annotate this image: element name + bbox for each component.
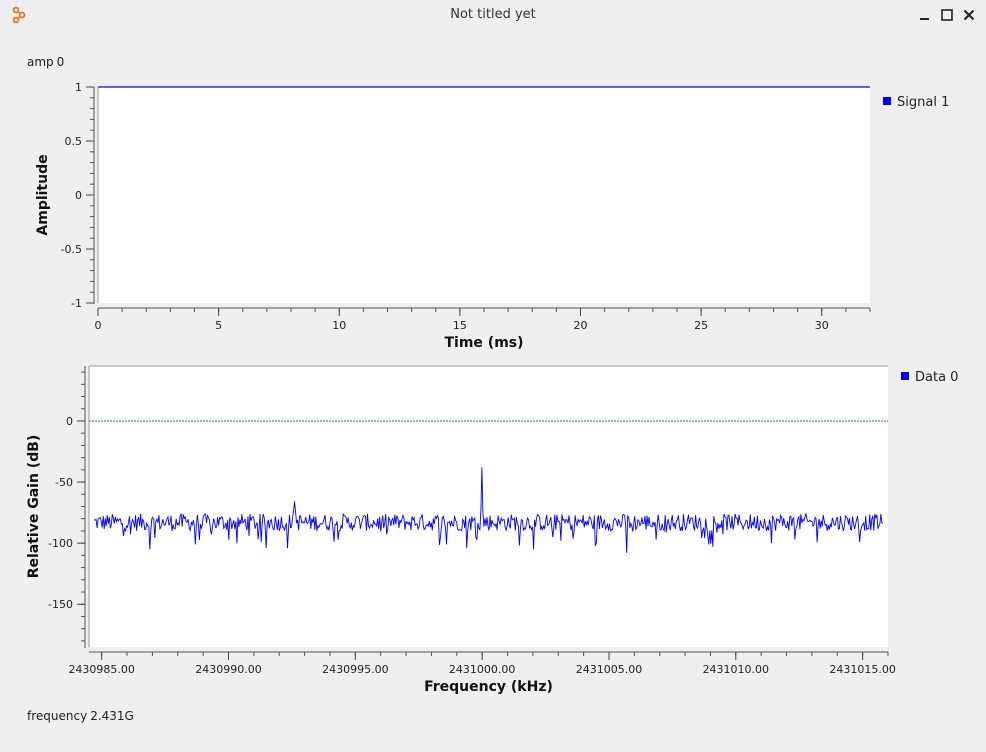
frequency-param: frequency 2.431G xyxy=(27,709,134,723)
x-tick-label: 5 xyxy=(215,319,222,332)
x-tick-label: 25 xyxy=(694,319,708,332)
time-legend: Signal 1 xyxy=(883,95,949,110)
legend-entry-data-0: Data 0 xyxy=(915,370,959,385)
freq-plot[interactable]: 0 -50 -100 -150 2430985.00 2430990.00 2430995.… xyxy=(0,360,986,700)
x-tick-label: 2430995.00 xyxy=(322,663,388,676)
x-tick-label: 2430990.00 xyxy=(195,663,261,676)
plot-area xyxy=(89,366,888,647)
x-tick-label: 2430985.00 xyxy=(68,663,134,676)
y-tick-label: 0.5 xyxy=(65,135,83,148)
x-tick-label: 15 xyxy=(453,319,467,332)
series-data-0 xyxy=(93,467,883,553)
y-axis-title: Relative Gain (dB) xyxy=(26,435,42,579)
x-tick-label: 2431015.00 xyxy=(829,663,895,676)
amp-label: amp xyxy=(27,55,54,69)
y-tick-label: -1 xyxy=(71,297,82,310)
freq-plot-canvas[interactable]: 0 -50 -100 -150 2430985.00 2430990.00 2430995.… xyxy=(0,360,986,700)
x-tick-label: 30 xyxy=(815,319,829,332)
x-axis-title: Time (ms) xyxy=(444,335,523,351)
y-tick-label: 1 xyxy=(75,81,82,94)
y-tick-label: -100 xyxy=(48,537,73,550)
y-tick-label: -0.5 xyxy=(61,243,82,256)
x-axis-title: Frequency (kHz) xyxy=(424,679,553,695)
close-icon[interactable] xyxy=(962,8,976,22)
window-titlebar: Not titled yet xyxy=(0,0,986,32)
x-tick-label: 20 xyxy=(574,319,588,332)
x-tick-label: 10 xyxy=(332,319,346,332)
legend-entry-signal-1: Signal 1 xyxy=(897,95,950,110)
frequency-label: frequency xyxy=(27,709,88,723)
legend-swatch xyxy=(901,372,909,380)
maximize-icon[interactable] xyxy=(940,8,954,22)
window-title: Not titled yet xyxy=(450,7,536,22)
time-plot-canvas[interactable]: 1 0.5 0 -0.5 -1 0 5 10 15 20 25 30 Time (ms) Amplitud… xyxy=(0,75,986,360)
plot-area xyxy=(98,87,870,303)
freq-legend: Data 0 xyxy=(901,370,958,385)
gnuradio-icon xyxy=(12,6,26,24)
minimize-icon[interactable] xyxy=(918,8,932,22)
y-axis-title: Amplitude xyxy=(35,154,51,235)
time-plot[interactable]: 1 0.5 0 -0.5 -1 0 5 10 15 20 25 30 Time (ms) Amplitud… xyxy=(0,75,986,360)
x-tick-label: 2431005.00 xyxy=(576,663,642,676)
y-tick-label: 0 xyxy=(66,415,73,428)
legend-swatch xyxy=(883,97,891,105)
y-tick-label: -50 xyxy=(55,476,73,489)
x-tick-label: 0 xyxy=(95,319,102,332)
amp-value: 0 xyxy=(56,55,65,69)
frequency-value: 2.431G xyxy=(90,709,134,723)
x-tick-label: 2431000.00 xyxy=(449,663,515,676)
amp-param: amp 0 xyxy=(27,55,64,69)
y-tick-label: -150 xyxy=(48,598,73,611)
y-tick-label: 0 xyxy=(75,189,82,202)
x-tick-label: 2431010.00 xyxy=(703,663,769,676)
